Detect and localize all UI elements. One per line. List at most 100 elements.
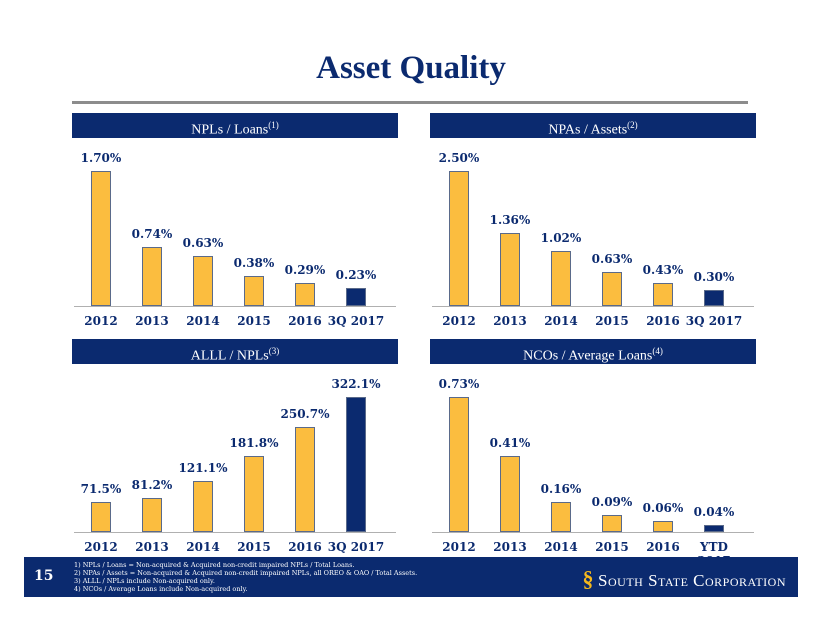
data-label: 81.2% [131, 477, 173, 492]
data-label: 0.04% [693, 504, 735, 519]
data-label: 121.1% [178, 461, 228, 476]
bar [602, 271, 622, 306]
chart-panel-npas-assets: NPAs / Assets(2) 2.50% 2012 1.36% 2013 1.02% 2… [430, 113, 756, 333]
x-tick-label: 2014 [186, 540, 220, 554]
bar [346, 287, 366, 306]
chart-title: NPLs / Loans(1) [72, 113, 398, 138]
data-label: 250.7% [280, 406, 330, 421]
x-tick-label: 3Q 2017 [327, 314, 385, 328]
chart-footnote-ref: (1) [268, 120, 279, 130]
data-label: 2.50% [438, 151, 480, 165]
bar [551, 502, 571, 532]
data-label: 322.1% [331, 377, 381, 391]
bar [295, 426, 315, 532]
logo-text: South State Corporation [598, 571, 786, 590]
x-tick-label: 2013 [493, 540, 527, 554]
x-tick-label: 2012 [84, 540, 118, 554]
x-tick-label: 2016 [646, 540, 680, 554]
bar [500, 232, 520, 306]
chart-panel-npls-loans: NPLs / Loans(1) 1.70% 2012 0.74% 2013 0.63% 20… [72, 113, 398, 333]
bar [551, 250, 571, 306]
x-tick-label: 2015 [595, 540, 629, 554]
chart-title-text: NCOs / Average Loans [523, 348, 653, 364]
x-tick-label: 2013 [135, 540, 169, 554]
chart-panel-alll-npls: ALLL / NPLs(3) 71.5% 2012 81.2% 2013 121.1% 20… [72, 339, 398, 559]
bar [653, 520, 673, 532]
page-number: 15 [34, 568, 54, 584]
x-tick-label: 2016 [288, 540, 322, 554]
bar [449, 171, 469, 306]
data-label: 181.8% [229, 435, 279, 450]
chart-title: NPAs / Assets(2) [430, 113, 756, 138]
x-tick-label: 2012 [442, 314, 476, 328]
data-label: 1.02% [540, 230, 582, 245]
bar [295, 282, 315, 306]
x-tick-label: 2015 [237, 314, 271, 328]
chart-footnote-ref: (4) [652, 346, 663, 356]
bar [704, 524, 724, 532]
page-title: Asset Quality [316, 50, 506, 86]
footer-band: 15 1) NPLs / Loans = Non-acquired & Acqu… [24, 557, 798, 597]
bar [346, 397, 366, 532]
bar [500, 456, 520, 532]
data-label: 1.36% [489, 212, 531, 227]
data-label: 0.41% [489, 436, 531, 451]
x-tick-label: 3Q 2017 [685, 314, 743, 328]
company-logo: § South State Corporation [583, 566, 786, 592]
bar [193, 255, 213, 306]
footnote: 2) NPAs / Assets = Non-acquired & Acquir… [74, 569, 418, 577]
plot-area: 1.70% 2012 0.74% 2013 0.63% 2014 0.38% 2015 0.29… [72, 138, 398, 333]
chart-title: NCOs / Average Loans(4) [430, 339, 756, 364]
bar [91, 502, 111, 532]
x-tick-label: 2015 [595, 314, 629, 328]
title-rule [72, 101, 748, 104]
data-label: 0.73% [438, 377, 480, 391]
x-axis [432, 306, 754, 307]
bar [244, 275, 264, 306]
bar [449, 397, 469, 532]
bar [142, 497, 162, 532]
x-axis [432, 532, 754, 533]
chart-footnote-ref: (3) [268, 346, 280, 356]
plot-area: 0.73% 2012 0.41% 2013 0.16% 2014 0.09% 2015 0.06… [430, 364, 756, 568]
bar [142, 247, 162, 306]
x-axis [74, 532, 396, 533]
data-label: 0.29% [284, 262, 326, 277]
chart-title-text: NPLs / Loans [191, 122, 269, 138]
data-label: 0.43% [642, 262, 684, 277]
x-tick-label: 2012 [84, 314, 118, 328]
data-label: 0.09% [591, 495, 633, 510]
x-tick-label: 2016 [288, 314, 322, 328]
chart-title-text: NPAs / Assets [548, 122, 628, 138]
bar [653, 282, 673, 306]
bar [602, 515, 622, 532]
bar [244, 455, 264, 532]
bar [91, 171, 111, 306]
bar [704, 289, 724, 306]
footnote: 4) NCOs / Average Loans include Non-acqu… [74, 585, 248, 593]
plot-area: 2.50% 2012 1.36% 2013 1.02% 2014 0.63% 2015 0.43… [430, 138, 756, 333]
data-label: 0.63% [182, 235, 224, 250]
footnotes: 1) NPLs / Loans = Non-acquired & Acquire… [74, 561, 417, 593]
x-tick-label: 2016 [646, 314, 680, 328]
footnote: 1) NPLs / Loans = Non-acquired & Acquire… [74, 561, 355, 569]
chart-title-text: ALLL / NPLs [190, 348, 269, 364]
x-tick-label: 2013 [135, 314, 169, 328]
data-label: 0.30% [693, 269, 735, 284]
plot-area: 71.5% 2012 81.2% 2013 121.1% 2014 181.8% 2015 25… [72, 364, 398, 559]
data-label: 0.38% [233, 255, 275, 270]
data-label: 71.5% [80, 482, 122, 497]
logo-s-icon: § [582, 566, 595, 591]
data-label: 0.16% [540, 482, 582, 497]
bar [193, 481, 213, 532]
x-axis [74, 306, 396, 307]
footnote: 3) ALLL / NPLs include Non-acquired only… [74, 577, 215, 585]
data-label: 0.06% [642, 500, 684, 515]
x-tick-label: 3Q 2017 [327, 540, 385, 554]
data-label: 0.63% [591, 251, 633, 266]
data-label: 1.70% [80, 151, 122, 165]
x-tick-label: 2015 [237, 540, 271, 554]
x-tick-label: 2014 [544, 314, 578, 328]
x-tick-label: 2012 [442, 540, 476, 554]
